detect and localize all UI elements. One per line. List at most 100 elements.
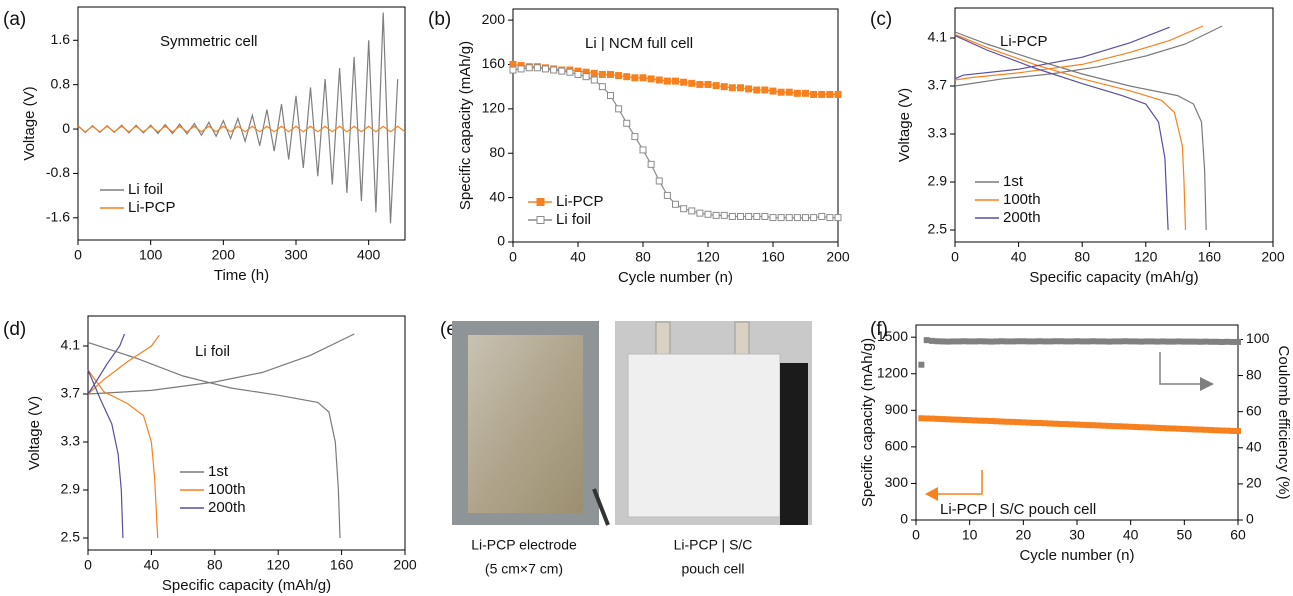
x-axis-label: Time (h) [214, 267, 269, 284]
marker [1020, 419, 1027, 426]
marker [1218, 338, 1225, 345]
marker [558, 67, 566, 75]
marker [923, 337, 930, 344]
marker [607, 70, 614, 78]
marker [1229, 427, 1236, 434]
marker [1159, 338, 1166, 345]
marker [769, 214, 777, 222]
x-tick-label: 40 [1123, 527, 1139, 543]
x-tick-label: 160 [761, 249, 785, 265]
marker [1014, 338, 1021, 345]
marker [1143, 338, 1150, 345]
marker [1004, 338, 1011, 345]
legend-label: Li foil [128, 181, 163, 198]
marker [1149, 338, 1156, 345]
marker [950, 416, 957, 423]
marker [1127, 423, 1134, 430]
y2-tick-label: 80 [1246, 366, 1262, 382]
tab [734, 321, 750, 359]
marker [955, 338, 962, 345]
series-line [77, 125, 406, 133]
panel-label: (f) [870, 319, 888, 340]
marker [1057, 420, 1064, 427]
marker [680, 205, 688, 213]
x-tick-label: 80 [207, 557, 223, 573]
marker [945, 416, 952, 423]
marker [680, 78, 688, 86]
marker [793, 214, 801, 222]
plot-frame [512, 8, 839, 243]
marker [590, 69, 598, 77]
y-tick-label: -1.6 [46, 209, 70, 225]
marker [623, 73, 631, 81]
marker [517, 65, 525, 73]
marker [696, 209, 704, 217]
marker [998, 418, 1005, 425]
x-tick-label: 200 [826, 249, 850, 265]
y-axis-label: Specific capacity (mAh/g) [457, 41, 474, 210]
series-line [954, 25, 1223, 231]
marker [1057, 338, 1064, 345]
caption: Li-PCP electrode [471, 537, 577, 553]
x-axis-label: Specific capacity (mAh/g) [1029, 269, 1198, 286]
marker [834, 90, 842, 98]
marker [1074, 338, 1080, 345]
marker [966, 338, 973, 345]
panel-label: (b) [428, 9, 451, 30]
marker [1063, 421, 1070, 428]
marker [639, 74, 647, 82]
y-tick-label: 0 [62, 120, 70, 136]
arrow-head [1200, 377, 1214, 391]
marker [785, 214, 793, 222]
y-tick-label: 1.6 [51, 31, 71, 47]
legend-label: Li-PCP [556, 193, 604, 210]
marker [785, 88, 793, 96]
marker [509, 66, 517, 74]
x-tick-label: 160 [1198, 249, 1222, 265]
marker [1079, 421, 1086, 428]
marker [1020, 338, 1027, 345]
x-tick-label: 0 [951, 249, 959, 265]
marker [1154, 338, 1161, 345]
y-axis-label: Voltage (V) [26, 396, 43, 470]
x-tick-label: 20 [1016, 527, 1032, 543]
marker [826, 90, 834, 98]
marker [1197, 426, 1204, 433]
arrow [1159, 352, 1202, 385]
marker [550, 66, 558, 74]
marker [1025, 338, 1032, 345]
marker [1181, 425, 1188, 432]
y2-tick-label: 20 [1246, 475, 1262, 491]
marker [655, 177, 663, 185]
marker [802, 89, 809, 97]
y2-tick-label: 0 [1246, 511, 1254, 527]
marker [753, 212, 761, 220]
annotation: Li-PCP [1000, 33, 1048, 50]
marker [688, 207, 696, 215]
marker [615, 72, 623, 80]
marker [777, 88, 785, 96]
caption: Li-PCP | S/C [674, 537, 753, 553]
marker [615, 105, 623, 113]
marker [1068, 421, 1075, 428]
marker [566, 68, 574, 76]
marker [533, 64, 541, 72]
marker [1202, 426, 1209, 433]
marker [977, 338, 984, 345]
marker [745, 85, 753, 93]
marker [1165, 338, 1172, 345]
marker [934, 338, 941, 345]
y2-tick-label: 60 [1246, 402, 1262, 418]
arrow [935, 470, 983, 495]
marker [998, 338, 1005, 345]
marker [966, 417, 973, 424]
marker [818, 212, 826, 220]
marker [988, 418, 995, 425]
marker [1133, 424, 1140, 431]
marker [950, 338, 957, 345]
ruler [780, 363, 808, 525]
legend-label: 100th [1003, 191, 1041, 208]
y-axis-label: Voltage (V) [21, 86, 38, 160]
marker [1111, 338, 1118, 345]
marker [598, 70, 606, 78]
